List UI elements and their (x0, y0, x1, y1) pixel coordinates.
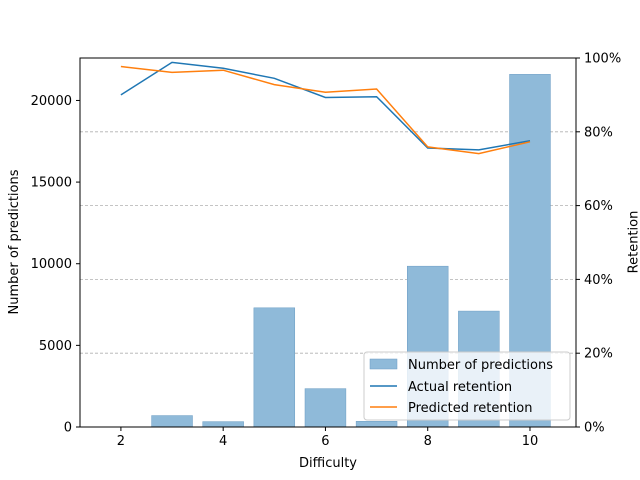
x-tick-label: 4 (219, 434, 227, 449)
y-axis-left-label: Number of predictions (7, 169, 22, 314)
y-right-tick-label: 100% (584, 52, 621, 67)
bar (202, 421, 244, 428)
y-left-tick-label: 20000 (31, 94, 72, 109)
x-axis: 2 4 6 8 10 (117, 427, 538, 449)
y-right-tick-label: 0% (584, 421, 605, 436)
y-axis-right: 0% 20% 40% 60% 80% 100% (576, 52, 621, 436)
legend-label-predicted: Predicted retention (408, 401, 532, 416)
bar (253, 307, 296, 428)
y-right-tick-label: 60% (584, 199, 613, 214)
y-right-tick-label: 80% (584, 125, 613, 140)
legend-label-actual: Actual retention (408, 380, 512, 395)
y-axis-right-label: Retention (627, 211, 640, 274)
y-right-tick-label: 20% (584, 347, 613, 362)
legend-swatch-bars (369, 358, 398, 370)
actual-retention-line (120, 61, 531, 151)
bar (151, 415, 193, 428)
plot-frame (79, 57, 577, 428)
legend-label-bars: Number of predictions (408, 358, 553, 373)
grid-lines (80, 131, 576, 354)
x-tick-label: 6 (321, 434, 329, 449)
x-tick-label: 2 (117, 434, 125, 449)
predicted-retention-line (120, 65, 531, 155)
legend-box (363, 351, 571, 421)
bar (355, 421, 398, 428)
line-series (120, 61, 531, 155)
x-axis-label: Difficulty (299, 456, 357, 471)
y-axis-left: 0 5000 10000 15000 20000 (31, 94, 80, 436)
bar (304, 388, 347, 428)
x-tick-label: 8 (424, 434, 432, 449)
y-left-tick-label: 5000 (39, 339, 72, 354)
y-right-tick-label: 40% (584, 273, 613, 288)
legend: Number of predictions Actual retention P… (363, 351, 571, 421)
y-left-tick-label: 10000 (31, 257, 72, 272)
y-left-tick-label: 15000 (31, 176, 72, 191)
x-tick-label: 10 (522, 434, 539, 449)
y-left-tick-label: 0 (64, 421, 72, 436)
